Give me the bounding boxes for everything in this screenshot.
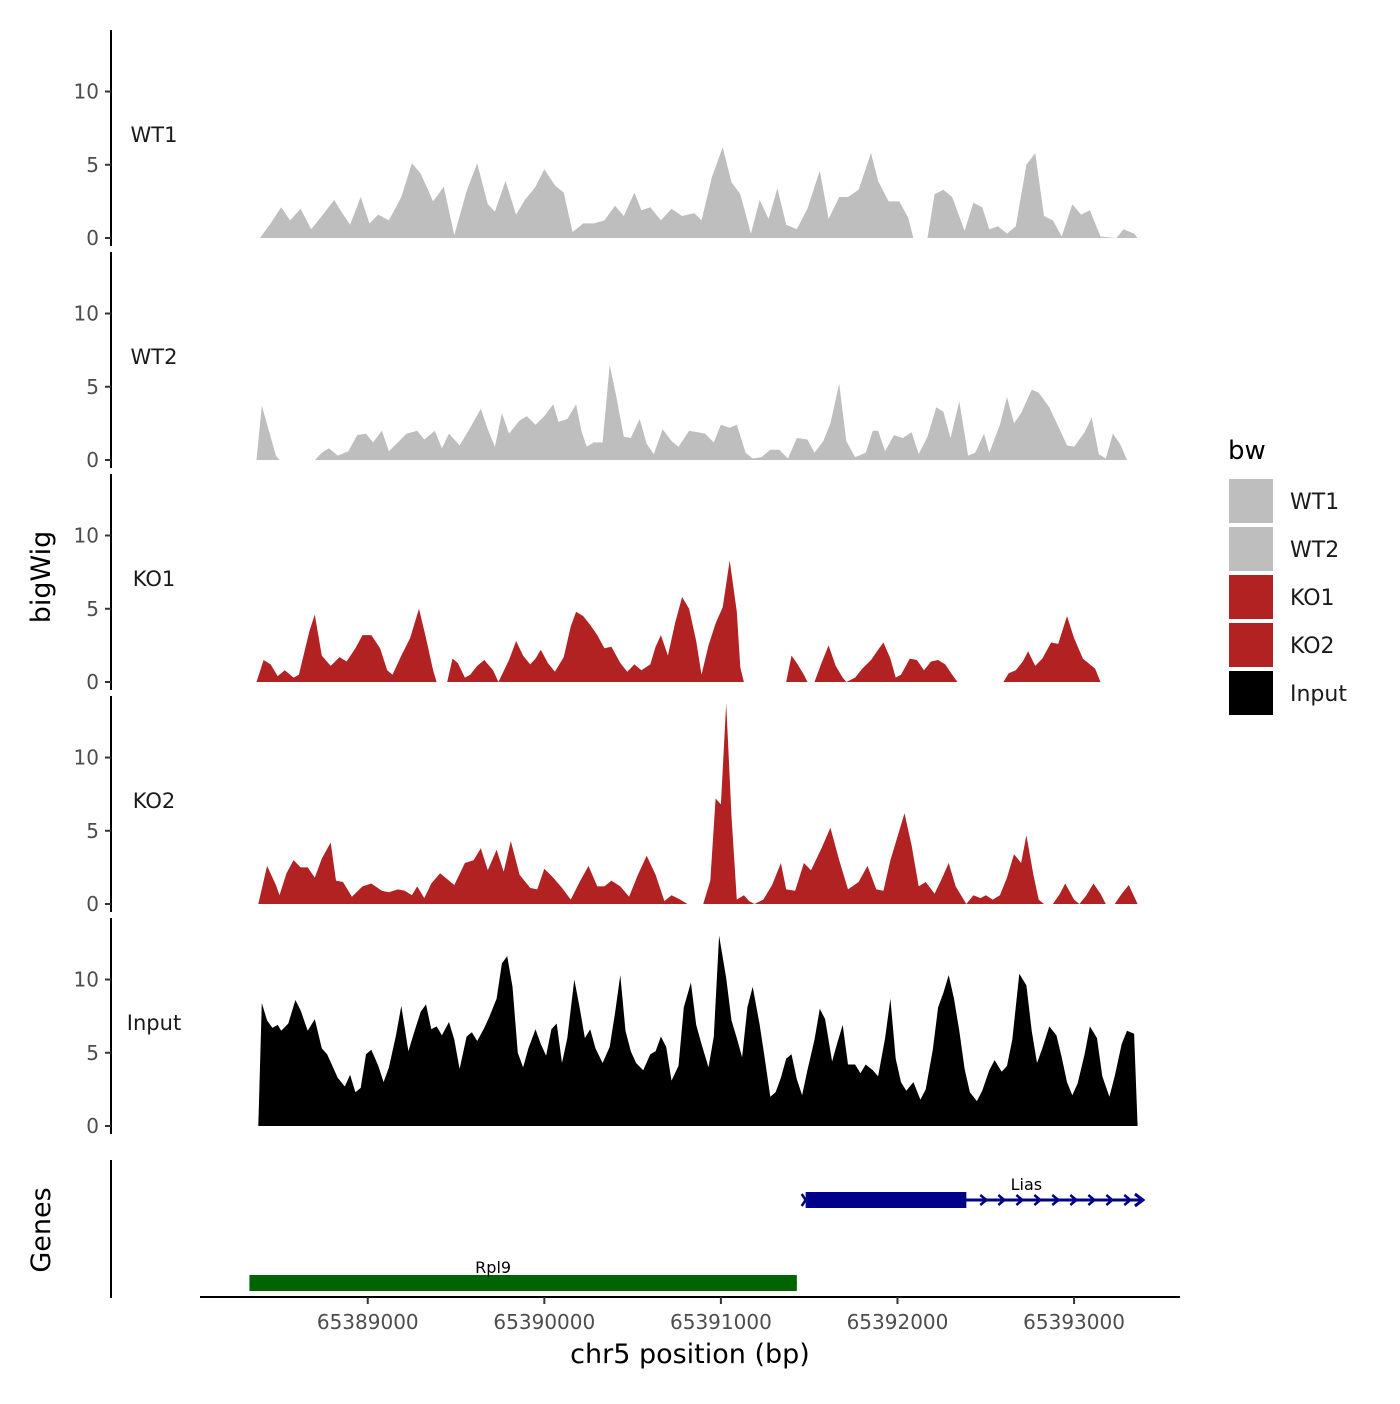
gene-label-lias: Lias (1011, 1175, 1043, 1194)
panel-input: 0 5 10 Input (74, 918, 1138, 1138)
coverage-area-input (258, 935, 1138, 1126)
panel-ko1: 0 5 10 KO1 (74, 474, 1101, 694)
legend-label-wt2: WT2 (1290, 538, 1339, 563)
x-tick-label: 65390000 (493, 1310, 595, 1334)
x-tick-label: 65391000 (670, 1310, 772, 1334)
y-axis-title: bigWig (26, 531, 57, 624)
track-label-ko1: KO1 (133, 567, 176, 591)
coverage-area-wt2 (256, 364, 1138, 460)
y-tick-label: 0 (86, 892, 99, 916)
strand-arrow (979, 1194, 989, 1206)
legend-swatch-input (1227, 669, 1275, 717)
legend-swatch-wt2 (1227, 525, 1275, 573)
strand-arrow (1051, 1194, 1061, 1206)
legend-swatch-wt1 (1227, 477, 1275, 525)
y-tick-label: 0 (86, 1114, 99, 1138)
legend-label-ko2: KO2 (1290, 634, 1335, 659)
gene-track-title: Genes (26, 1187, 57, 1272)
y-tick-label: 5 (86, 819, 99, 843)
x-tick-label: 65389000 (317, 1310, 419, 1334)
legend: bw WT1 WT2 KO1 KO2 Input (1227, 436, 1347, 717)
y-tick-label: 0 (86, 226, 99, 250)
track-label-ko2: KO2 (133, 789, 176, 813)
gene-start-mark (800, 1193, 811, 1207)
legend-label-input: Input (1290, 682, 1347, 707)
x-axis: 65389000 65390000 65391000 65392000 65393000 (200, 1296, 1180, 1334)
x-axis-title: chr5 position (bp) (570, 1339, 810, 1370)
strand-arrow (1069, 1194, 1079, 1206)
legend-label-wt1: WT1 (1290, 490, 1339, 515)
strand-arrow (1087, 1194, 1097, 1206)
strand-arrow (1105, 1194, 1115, 1206)
y-tick-label: 0 (86, 448, 99, 472)
y-tick-label: 5 (86, 597, 99, 621)
gene-exon-block (249, 1275, 797, 1291)
panel-wt2: 0 5 10 WT2 (74, 252, 1138, 472)
track-label-wt1: WT1 (131, 123, 178, 147)
x-tick-label: 65392000 (847, 1310, 949, 1334)
y-tick-label: 0 (86, 670, 99, 694)
strand-arrow (1123, 1194, 1133, 1206)
legend-label-ko1: KO1 (1290, 586, 1335, 611)
gene-rpl9: Rpl9 (249, 1258, 797, 1291)
y-tick-label: 5 (86, 153, 99, 177)
coverage-area-ko1 (256, 560, 1101, 682)
gene-label-rpl9: Rpl9 (475, 1258, 511, 1277)
gene-lias: Lias (800, 1175, 1146, 1208)
y-tick-label: 10 (74, 302, 99, 326)
panel-ko2: 0 5 10 KO2 (74, 696, 1138, 916)
legend-swatch-ko2 (1227, 621, 1275, 669)
y-tick-label: 5 (86, 375, 99, 399)
strand-arrow (997, 1194, 1007, 1206)
y-tick-label: 5 (86, 1041, 99, 1065)
coverage-area-wt1 (260, 147, 1138, 238)
legend-title: bw (1228, 436, 1266, 466)
x-tick-label: 65393000 (1023, 1310, 1125, 1334)
gene-track: Rpl9 Lias (110, 1160, 1146, 1298)
y-tick-label: 10 (74, 968, 99, 992)
y-tick-label: 10 (74, 524, 99, 548)
coverage-area-ko2 (258, 703, 1138, 904)
gene-exon-block (805, 1192, 967, 1208)
track-label-wt2: WT2 (131, 345, 178, 369)
coverage-panels: 0 5 10 WT1 0 5 10 WT2 0 5 10 KO1 0 5 10 KO2 0 5 10 Input (74, 30, 1138, 1138)
y-tick-label: 10 (74, 80, 99, 104)
gene-end-arrow (1134, 1192, 1146, 1208)
strand-arrow (1015, 1194, 1025, 1206)
legend-swatch-ko1 (1227, 573, 1275, 621)
strand-arrow (1033, 1194, 1043, 1206)
panel-wt1: 0 5 10 WT1 (74, 30, 1138, 250)
y-tick-label: 10 (74, 746, 99, 770)
track-label-input: Input (127, 1011, 181, 1035)
